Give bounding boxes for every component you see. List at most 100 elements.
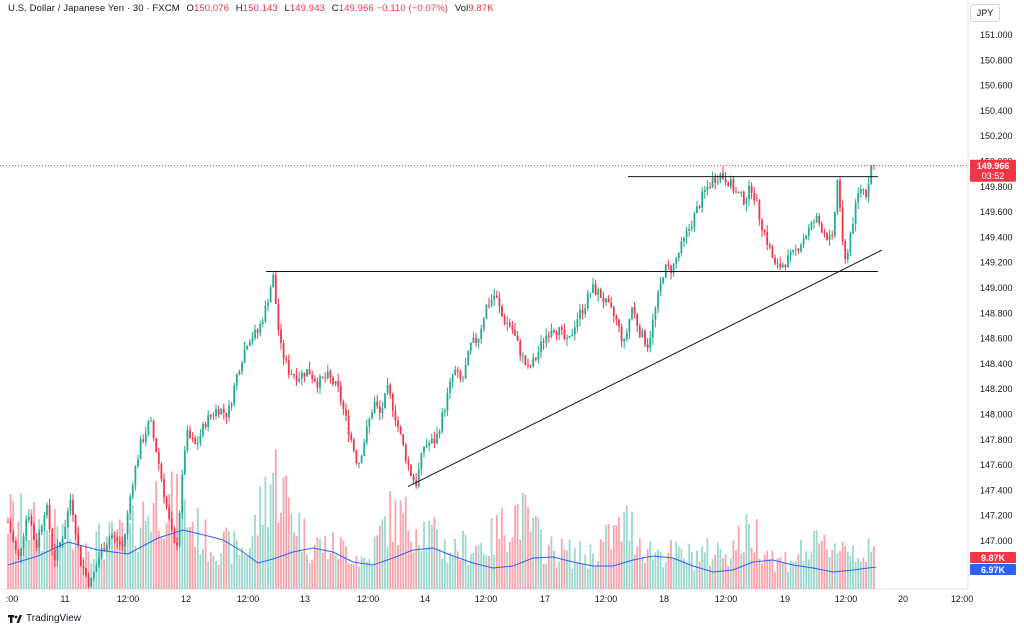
volume-bar [579, 541, 581, 589]
chart-legend: U.S. Dollar / Japanese Yen · 30 · FXCM O… [8, 3, 494, 14]
volume-bar [789, 560, 792, 589]
candle-body [615, 316, 618, 320]
volume-bar [477, 545, 480, 589]
volume-bar [111, 521, 113, 589]
volume-bar [654, 552, 657, 589]
candle-body [464, 365, 467, 379]
y-tick-label: 149.800 [980, 182, 1013, 192]
candle-body [446, 393, 449, 411]
volume-bar [56, 526, 59, 589]
candle-body [241, 362, 243, 372]
volume-bar [454, 538, 457, 589]
y-tick-label: 147.000 [980, 536, 1013, 546]
candle-body [35, 539, 38, 548]
candle-body [410, 465, 412, 476]
volume-bar [839, 550, 841, 589]
candle-body [373, 401, 376, 413]
volume-bar [823, 534, 826, 589]
candle-body [815, 215, 818, 223]
candle-body [774, 257, 776, 264]
candle-body [113, 535, 116, 537]
candle-body [368, 418, 371, 427]
volume-bar [657, 549, 659, 589]
volume-bar [66, 513, 69, 589]
candle-body [818, 215, 821, 224]
volume-bar [35, 541, 38, 589]
candle-body [293, 374, 295, 376]
volume-label: Vol [454, 3, 469, 14]
countdown-label: 03:52 [982, 171, 1005, 181]
x-tick-label: :00 [6, 594, 19, 604]
volume-bar [459, 560, 462, 589]
candle-body [402, 433, 405, 445]
volume-bar [215, 560, 217, 589]
candle-body [134, 466, 137, 486]
x-tick-label: 18 [659, 594, 669, 604]
candle-body [329, 371, 332, 378]
volume-bar [20, 493, 22, 589]
volume-bar [753, 552, 756, 589]
volume-bar [636, 546, 639, 589]
candle-body [787, 255, 789, 268]
candle-body [805, 235, 808, 239]
volume-bar [397, 544, 399, 589]
volume-bar [566, 550, 568, 589]
volume-bar [615, 525, 618, 589]
volume-bar [196, 507, 199, 589]
volume-bar [381, 519, 384, 589]
volume-bar [74, 530, 77, 589]
candle-body [324, 377, 327, 379]
y-tick-label: 149.000 [980, 283, 1013, 293]
volume-bar [282, 477, 285, 589]
candle-body [636, 314, 639, 327]
volume-bar [867, 538, 870, 589]
volume-bar [277, 522, 280, 589]
volume-bar [293, 532, 295, 589]
candle-body [506, 322, 509, 325]
volume-bar [779, 557, 782, 589]
candle-body [27, 516, 30, 520]
candle-body [516, 335, 519, 341]
volume-bar [540, 529, 542, 589]
volume-bar [157, 530, 160, 589]
candle-body [238, 371, 241, 375]
volume-bar [139, 527, 142, 589]
volume-bar [33, 501, 35, 589]
volume-bar [134, 545, 137, 589]
volume-bar [306, 555, 308, 589]
volume-bar [537, 517, 540, 589]
volume-ma-line [7, 529, 877, 573]
candle-body [763, 230, 766, 233]
volume-bar [529, 531, 532, 589]
volume-bar [368, 558, 371, 589]
candle-body [425, 445, 428, 448]
candle-body [735, 191, 737, 193]
volume-bar [352, 564, 355, 589]
volume-bar [300, 552, 303, 589]
volume-bar [147, 516, 150, 589]
candle-body [363, 442, 366, 456]
candle-body [729, 179, 732, 187]
candle-body [264, 305, 267, 322]
candle-body [129, 496, 132, 514]
currency-unit-button[interactable]: JPY [970, 4, 1000, 22]
candle-body [607, 298, 610, 303]
candle-body [443, 410, 446, 413]
candle-body [430, 438, 433, 444]
volume-bar [46, 530, 48, 589]
candle-body [207, 414, 210, 427]
candle-body [272, 274, 275, 288]
volume-bar [482, 553, 485, 589]
volume-bar [659, 551, 662, 589]
volume-bar [524, 494, 527, 589]
volume-bar [27, 539, 30, 589]
candle-body [495, 295, 498, 298]
volume-bar [488, 555, 490, 589]
candle-body [672, 263, 675, 274]
candle-body [670, 265, 672, 274]
candle-body [40, 525, 43, 532]
volume-bar [59, 541, 61, 589]
close-value: 149.966 [338, 3, 374, 14]
candle-body [251, 337, 254, 342]
